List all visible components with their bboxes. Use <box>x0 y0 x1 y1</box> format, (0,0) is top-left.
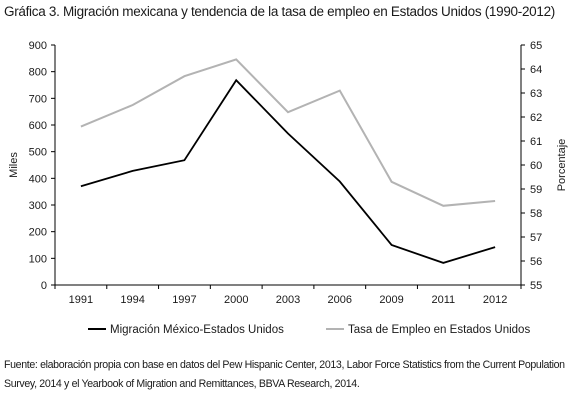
x-tick-label: 2011 <box>432 294 456 306</box>
source-note: Fuente: elaboración propia con base en d… <box>4 359 565 390</box>
right-tick-label: 64 <box>530 64 542 76</box>
x-tick-label: 1994 <box>120 294 144 306</box>
series-line-migration <box>80 78 496 264</box>
left-tick-label: 0 <box>41 280 47 292</box>
legend: Migración México-Estados Unidos Tasa de … <box>88 324 530 336</box>
x-tick-label: 2009 <box>379 294 403 306</box>
right-axis-ticks: 55 56 57 58 59 60 61 62 63 64 65 <box>521 40 542 292</box>
left-tick-label: 900 <box>29 40 47 52</box>
x-tick-label: 2012 <box>483 294 507 306</box>
right-tick-label: 57 <box>530 232 542 244</box>
left-axis-label: Miles <box>8 152 20 178</box>
left-tick-label: 100 <box>29 253 47 265</box>
x-tick-label: 2006 <box>328 294 352 306</box>
right-tick-label: 61 <box>530 136 542 148</box>
left-tick-label: 500 <box>29 147 47 159</box>
right-tick-label: 56 <box>530 256 542 268</box>
right-tick-label: 59 <box>530 184 542 196</box>
x-tick-label: 1997 <box>172 294 196 306</box>
x-tick-label: 2000 <box>224 294 248 306</box>
left-tick-label: 700 <box>29 93 47 105</box>
axes <box>54 45 522 286</box>
chart-title: Gráfica 3. Migración mexicana y tendenci… <box>4 4 555 19</box>
x-axis-ticks: 1991 1994 1997 2000 2003 2006 2009 2011 2012 <box>54 285 522 306</box>
series-lines <box>80 58 496 264</box>
right-tick-label: 63 <box>530 88 542 100</box>
legend-label-employment: Tasa de Empleo en Estados Unidos <box>348 324 530 336</box>
right-tick-label: 58 <box>530 208 542 220</box>
x-tick-label: 1991 <box>69 294 93 306</box>
left-tick-label: 800 <box>29 67 47 79</box>
right-tick-label: 65 <box>530 40 542 52</box>
left-tick-label: 400 <box>29 173 47 185</box>
right-tick-label: 60 <box>530 160 542 172</box>
left-tick-label: 300 <box>29 200 47 212</box>
right-axis-label: Porcentaje <box>556 139 568 192</box>
x-tick-label: 2003 <box>276 294 300 306</box>
left-tick-label: 600 <box>29 120 47 132</box>
right-tick-label: 62 <box>530 112 542 124</box>
series-line-employment <box>80 58 496 207</box>
left-axis-ticks: 0 100 200 300 400 500 600 700 800 900 <box>29 40 55 292</box>
right-tick-label: 55 <box>530 280 542 292</box>
legend-label-migration: Migración México-Estados Unidos <box>110 324 284 336</box>
left-tick-label: 200 <box>29 227 47 239</box>
